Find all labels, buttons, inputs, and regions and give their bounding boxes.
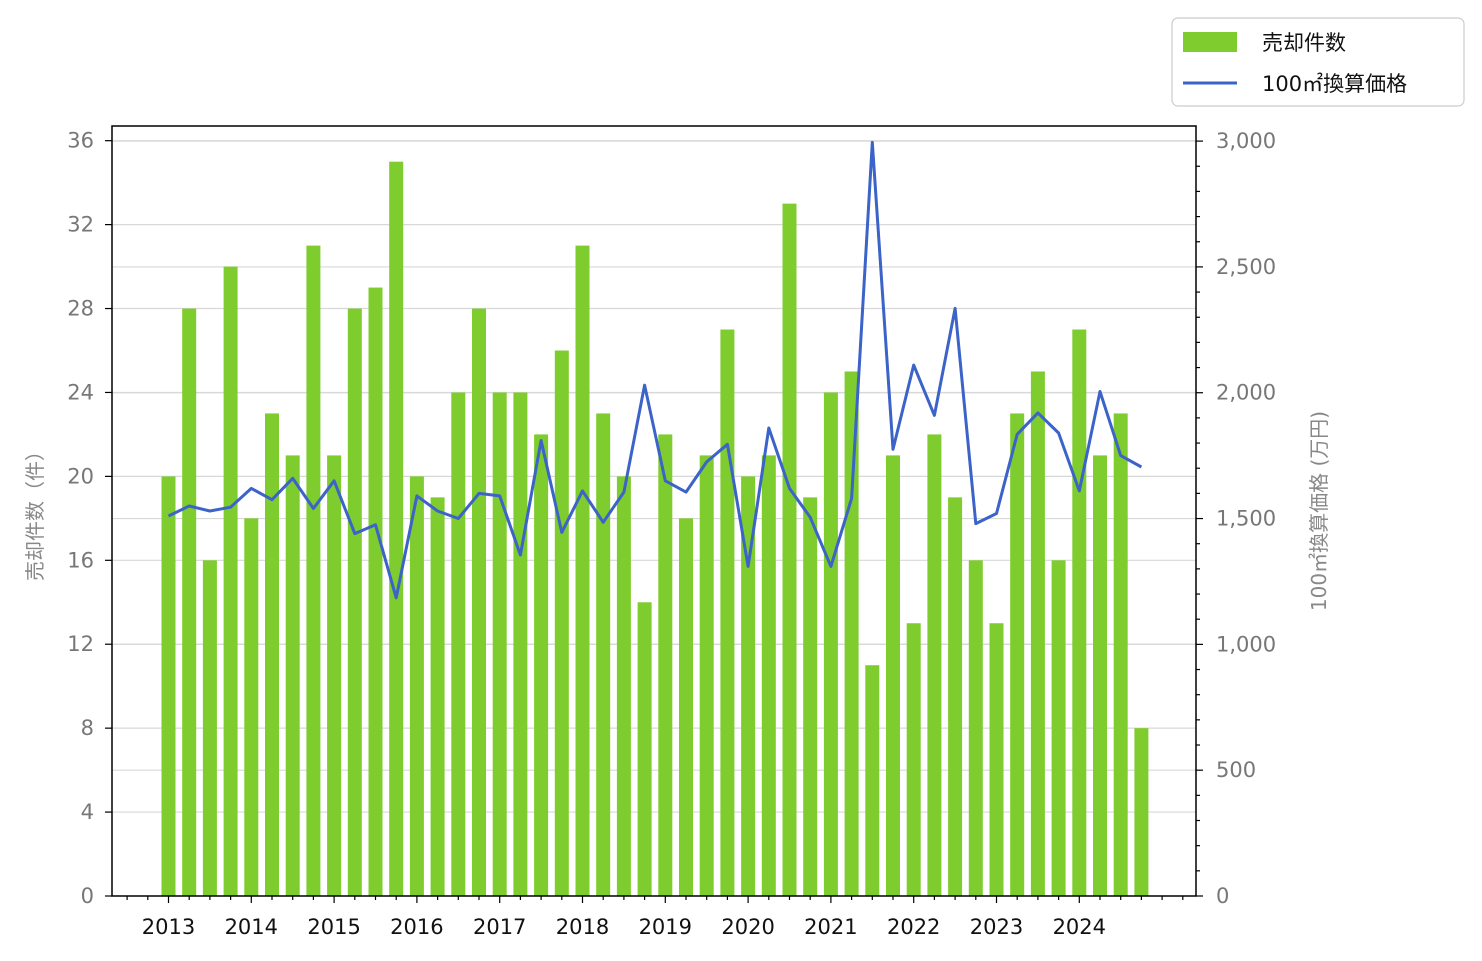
y2-tick-label: 1,000	[1216, 632, 1276, 656]
bar	[430, 497, 445, 896]
x-tick-label: 2024	[1053, 915, 1106, 939]
bar	[637, 602, 652, 896]
bar	[865, 665, 880, 896]
x-tick-label: 2023	[970, 915, 1023, 939]
right-axis-title: 100㎡換算価格 (万円)	[1307, 411, 1331, 611]
y-tick-label: 24	[67, 380, 94, 404]
y-tick-label: 36	[67, 129, 94, 153]
bar	[1113, 413, 1128, 896]
bar	[534, 434, 549, 896]
bar	[554, 350, 569, 896]
bar	[989, 623, 1004, 896]
y2-tick-label: 3,000	[1216, 129, 1276, 153]
legend-label-bars: 売却件数	[1262, 31, 1346, 55]
y2-tick-label: 2,500	[1216, 255, 1276, 279]
y-tick-label: 16	[67, 548, 94, 572]
legend: 売却件数 100㎡換算価格	[1171, 17, 1465, 107]
x-tick-label: 2021	[804, 915, 857, 939]
y-tick-label: 12	[67, 632, 94, 656]
bar	[823, 392, 838, 896]
bar	[306, 245, 321, 896]
bar	[658, 434, 673, 896]
y-tick-label: 20	[67, 464, 94, 488]
bar	[1072, 329, 1087, 896]
bar	[1093, 455, 1107, 896]
y-tick-label: 32	[67, 213, 94, 237]
bar	[368, 287, 383, 897]
bar	[389, 161, 404, 896]
bar	[327, 455, 342, 896]
x-tick-label: 2013	[142, 915, 195, 939]
bar	[285, 455, 300, 896]
y2-tick-label: 0	[1216, 884, 1229, 908]
x-axis: 2013 2014 2015 2016 2017 2018 2019 2020 2021 2022…	[126, 896, 1184, 939]
legend-label-line: 100㎡換算価格	[1262, 72, 1407, 96]
x-tick-label: 2022	[887, 915, 940, 939]
right-axis: 0 500 1,000 1,500 2,000 2,500 3,000	[1196, 129, 1276, 908]
x-tick-label: 2018	[556, 915, 609, 939]
y-tick-label: 8	[81, 716, 94, 740]
bar	[906, 623, 921, 896]
legend-bar-swatch	[1183, 32, 1237, 52]
bar	[265, 413, 279, 896]
bar	[223, 266, 238, 896]
x-tick-label: 2019	[639, 915, 692, 939]
left-axis-title: 売却件数（件）	[23, 441, 47, 581]
bar	[761, 455, 776, 896]
y2-tick-label: 500	[1216, 758, 1256, 782]
x-tick-label: 2016	[390, 915, 443, 939]
bar	[161, 476, 176, 896]
bar	[720, 329, 735, 896]
y2-tick-label: 1,500	[1216, 507, 1276, 531]
bar	[451, 392, 466, 896]
bar	[1010, 413, 1025, 896]
bar	[409, 476, 424, 896]
bar	[575, 245, 590, 896]
bar	[844, 371, 859, 897]
bar	[596, 413, 611, 896]
y2-tick-label: 2,000	[1216, 381, 1276, 405]
x-tick-label: 2014	[225, 915, 278, 939]
bar	[741, 476, 756, 896]
y-tick-label: 0	[81, 884, 94, 908]
bar	[782, 203, 797, 897]
y-tick-label: 4	[81, 800, 94, 824]
y-tick-label: 28	[67, 297, 94, 321]
bar	[803, 497, 818, 896]
bar	[492, 392, 507, 896]
bar	[1051, 560, 1066, 896]
x-tick-label: 2015	[307, 915, 360, 939]
bar	[1030, 371, 1045, 897]
bar	[182, 308, 197, 896]
bar	[886, 455, 900, 896]
bar	[347, 308, 362, 896]
bar	[472, 308, 486, 896]
bar	[948, 497, 963, 896]
plot-frame	[111, 125, 1197, 897]
bar-series	[161, 161, 1149, 897]
x-tick-label: 2017	[473, 915, 526, 939]
bar	[616, 476, 631, 896]
bar	[513, 392, 528, 896]
bar	[202, 560, 217, 896]
bar	[699, 455, 714, 896]
bar	[244, 518, 259, 896]
legend-box	[1171, 17, 1465, 107]
price-line	[167, 140, 1143, 600]
left-axis: 0 4 8 12 16 20 24 28 32 36	[67, 129, 112, 908]
x-tick-label: 2020	[721, 915, 774, 939]
line-series	[167, 140, 1143, 600]
bar	[927, 434, 942, 896]
bar	[968, 560, 983, 896]
bar	[1134, 728, 1149, 896]
bar	[679, 518, 693, 896]
